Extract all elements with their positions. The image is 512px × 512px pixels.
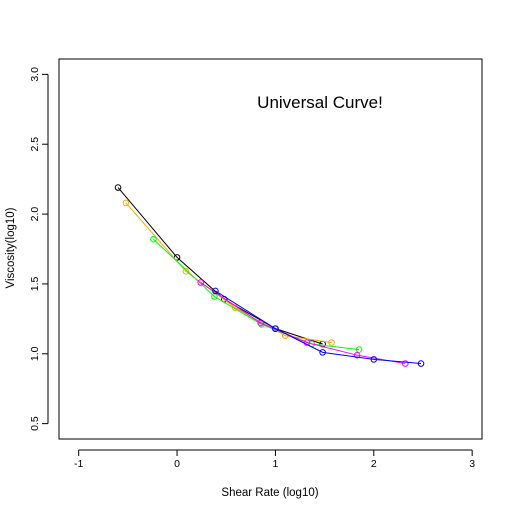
x-tick-label: 3 xyxy=(469,458,475,470)
plot-border xyxy=(58,58,483,440)
data-point xyxy=(197,279,204,286)
y-tick-label: 2.0 xyxy=(29,207,41,222)
series-2 xyxy=(150,235,363,353)
data-point xyxy=(417,360,425,367)
y-tick-label: 1.0 xyxy=(29,346,41,361)
series-line xyxy=(153,238,360,351)
data-point xyxy=(212,287,219,295)
x-tick-label: 2 xyxy=(371,458,377,470)
data-point xyxy=(257,319,264,327)
data-point xyxy=(355,346,363,353)
y-tick-label: 1.5 xyxy=(29,276,41,291)
data-point xyxy=(272,325,279,332)
series-0 xyxy=(114,184,326,348)
y-axis-title: Viscosity(log10) xyxy=(5,207,17,288)
series-line xyxy=(125,202,332,344)
series-line xyxy=(200,282,406,365)
data-point xyxy=(281,332,289,339)
annotation: Universal Curve! xyxy=(257,93,383,112)
series-line xyxy=(215,290,422,365)
series-line xyxy=(117,187,323,345)
data-point xyxy=(150,235,157,243)
data-point xyxy=(401,360,409,367)
series-4 xyxy=(212,287,425,367)
data-point xyxy=(122,199,130,207)
series-layer xyxy=(114,184,425,367)
series-3 xyxy=(197,279,409,367)
x-tick-label: 1 xyxy=(272,458,278,470)
x-tick-label: 0 xyxy=(174,458,180,470)
data-point xyxy=(319,349,326,356)
x-axis: -1 0 1 2 3 xyxy=(74,449,475,470)
data-point xyxy=(353,351,361,359)
data-point xyxy=(370,356,378,363)
data-point xyxy=(328,339,335,346)
series-1 xyxy=(122,199,335,346)
y-tick-label: 2.5 xyxy=(29,137,41,152)
y-tick-label: 3.0 xyxy=(29,67,41,82)
data-point xyxy=(182,268,190,275)
data-point xyxy=(114,184,122,191)
y-tick-label: 0.5 xyxy=(29,416,41,431)
y-axis: 0.5 1.0 1.5 2.0 2.5 3.0 xyxy=(29,67,49,431)
x-axis-title: Shear Rate (log10) xyxy=(221,487,318,499)
x-tick-label: -1 xyxy=(74,458,83,470)
